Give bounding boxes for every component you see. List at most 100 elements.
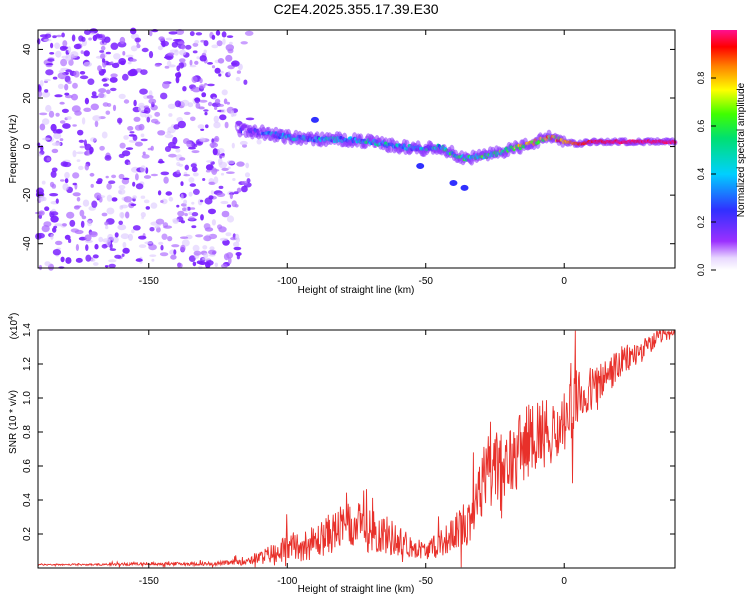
spectrogram-x-tick-label: -50 — [419, 276, 434, 287]
spectrogram-noise-mark — [134, 141, 143, 147]
snr-y-tick-label: 1.2 — [22, 357, 33, 371]
spectrogram-noise-mark — [244, 30, 254, 36]
spectrogram-noise-mark — [83, 61, 92, 67]
spectrogram-noise-mark — [183, 111, 191, 115]
spectrogram-noise-mark — [106, 207, 115, 215]
spectrogram-noise-mark — [182, 207, 187, 212]
spectrogram-noise-mark — [233, 246, 242, 251]
spectrogram-noise-mark — [229, 193, 233, 200]
spectrogram-noise-mark — [77, 129, 84, 136]
spectrogram-noise-mark — [130, 203, 137, 207]
spectrogram-noise-mark — [98, 88, 107, 94]
snr-scale-label: (x104) — [8, 313, 20, 340]
spectrogram-noise-mark — [65, 54, 72, 62]
spectrogram-noise-mark — [193, 188, 200, 195]
snr-y-tick-label: 0.2 — [22, 527, 33, 541]
spectrogram-noise-mark — [98, 92, 105, 98]
spectrogram-noise-mark — [188, 216, 195, 221]
spectrogram-noise-mark — [117, 224, 127, 231]
spectrogram-noise-mark — [213, 176, 219, 184]
spectrogram-noise-mark — [173, 39, 182, 42]
spectrogram-noise-mark — [207, 83, 215, 87]
spectrogram-noise-mark — [112, 236, 119, 244]
spectrogram-noise-mark — [49, 193, 59, 197]
snr-frame — [37, 329, 676, 569]
spectrogram-noise-mark — [194, 60, 199, 65]
spectrogram-noise-mark — [54, 42, 60, 49]
spectrogram-noise-mark — [109, 248, 117, 252]
spectrogram-noise-mark — [118, 93, 126, 99]
spectrogram-noise-mark — [217, 103, 225, 107]
spectrogram-noise-mark — [78, 35, 84, 42]
spectrogram-noise-mark — [180, 99, 190, 107]
spectrogram-y-tick-label: 0 — [22, 143, 33, 149]
spectrogram-noise-mark — [44, 89, 49, 93]
spectrogram-noise-mark — [93, 262, 99, 266]
spectrogram-noise-mark — [195, 234, 204, 238]
colorbar-tick-label: 0.2 — [696, 216, 706, 229]
spectrogram-noise-mark — [55, 112, 60, 117]
spectrogram-y-tick-label: 20 — [22, 92, 33, 104]
spectrogram-noise-mark — [71, 93, 78, 101]
spectrogram-noise-mark — [199, 77, 203, 84]
spectrogram-x-label: Height of straight line (km) — [298, 285, 415, 296]
spectrogram-noise-mark — [45, 104, 52, 113]
spectrogram-noise-mark — [144, 241, 154, 245]
spectrogram-noise-mark — [123, 196, 133, 203]
spectrogram-noise-mark — [222, 38, 226, 45]
spectrogram-noise-mark — [133, 70, 138, 76]
spectrogram-noise-mark — [134, 37, 142, 43]
spectrogram-noise-mark — [105, 175, 109, 179]
spectrogram-noise-mark — [170, 254, 177, 260]
spectrogram-noise-mark — [65, 257, 72, 264]
spectrogram-noise-mark — [199, 55, 207, 62]
spectrogram-noise-mark — [168, 153, 177, 158]
spectrogram-noise-mark — [233, 191, 239, 195]
spectrogram-noise-mark — [204, 197, 213, 205]
spectrogram-y-label: Frequency (Hz) — [8, 115, 19, 184]
spectrogram-noise-mark — [228, 257, 232, 265]
spectrogram-noise-mark — [189, 31, 195, 37]
spectrogram-noise-mark — [114, 254, 122, 259]
spectrogram-noise-mark — [180, 181, 184, 187]
spectrogram-noise-mark — [158, 241, 164, 245]
spectrogram-noise-mark — [110, 61, 114, 65]
spectrogram-noise-mark — [225, 232, 232, 237]
spectrogram-noise-mark — [51, 167, 58, 173]
spectrogram-noise-mark — [90, 137, 97, 143]
spectrogram-noise-mark — [131, 229, 135, 234]
spectrogram-noise-mark — [204, 83, 208, 86]
spectrogram-noise-mark — [165, 191, 173, 196]
spectrogram-noise-mark — [201, 92, 207, 98]
spectrogram-noise-mark — [231, 62, 238, 66]
spectrogram-noise-mark — [94, 120, 99, 128]
spectrogram-noise-mark — [66, 211, 75, 219]
snr-x-tick-label: -150 — [139, 576, 159, 587]
spectrogram-noise-mark — [177, 120, 186, 129]
spectrogram-noise-mark — [64, 178, 69, 184]
spectrogram-noise-mark — [160, 171, 170, 176]
spectrogram-noise-mark — [157, 160, 165, 164]
spectrogram-noise-mark — [218, 226, 227, 233]
spectrogram-noise-mark — [94, 192, 102, 199]
spectrogram-noise-mark — [62, 123, 71, 129]
spectrogram-noise-mark — [41, 225, 50, 233]
spectrogram-noise-mark — [210, 190, 214, 195]
spectrogram-noise-mark — [203, 40, 209, 47]
spectrogram-noise-mark — [200, 128, 205, 131]
spectrogram-noise-mark — [235, 252, 242, 256]
spectrogram-noise-mark — [226, 204, 232, 208]
spectrogram-blob — [460, 184, 469, 191]
spectrogram-noise-mark — [190, 116, 196, 122]
spectrogram-noise-mark — [50, 170, 57, 178]
spectrogram-noise-mark — [175, 75, 180, 84]
spectrogram-noise-mark — [215, 30, 221, 36]
spectrogram-noise-mark — [221, 167, 229, 171]
spectrogram-noise-mark — [123, 135, 129, 140]
spectrogram-noise-mark — [160, 200, 164, 203]
spectrogram-noise-mark — [163, 176, 169, 184]
spectrogram-noise-mark — [225, 54, 233, 62]
spectrogram-noise-mark — [111, 197, 118, 202]
spectrogram-noise-mark — [104, 221, 109, 226]
